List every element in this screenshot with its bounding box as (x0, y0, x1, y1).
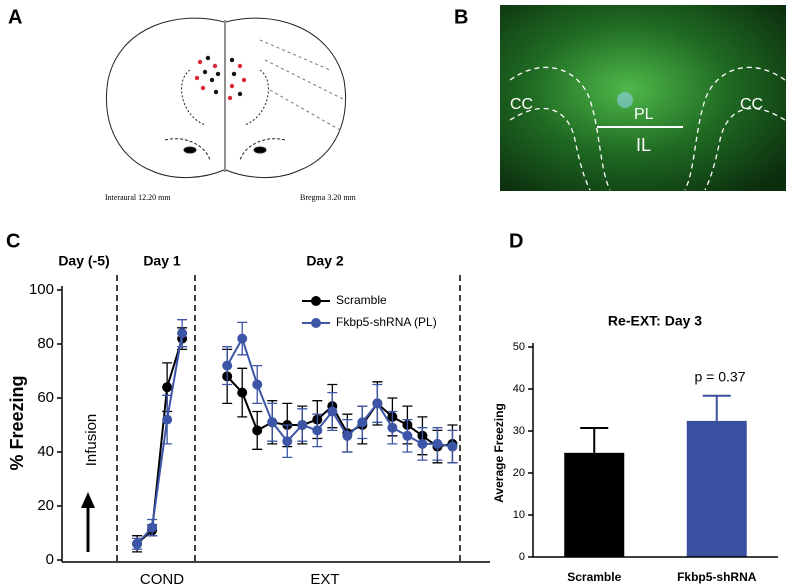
y-tick-label: 80 (37, 335, 54, 352)
data-point (267, 417, 278, 428)
panel-label: D (509, 230, 523, 252)
atlas-drawing (106, 17, 346, 179)
data-point (447, 441, 458, 452)
panel-label: B (454, 6, 468, 28)
y-tick-label: 10 (513, 509, 525, 521)
y-tick-label: 20 (37, 497, 54, 514)
phase-label: Day (-5) (58, 253, 109, 269)
bar (564, 452, 625, 557)
phase-label: Day 1 (143, 253, 181, 269)
legend-label: Scramble (336, 293, 387, 307)
caption: Interaural 12.20 mm (105, 193, 171, 202)
y-tick-label: 40 (37, 443, 54, 460)
y-tick-label: 20 (513, 467, 525, 479)
data-point (327, 406, 338, 417)
error-bar (702, 394, 731, 421)
series-line (136, 338, 453, 545)
error-bar (580, 427, 609, 453)
legend-label: Fkbp5-shRNA (PL) (336, 315, 437, 329)
region-label: IL (636, 135, 651, 155)
data-point (252, 379, 263, 390)
data-point (147, 522, 158, 533)
y-tick-label: 0 (519, 551, 525, 563)
region-outline (509, 66, 786, 191)
data-point (282, 436, 293, 447)
data-point (402, 430, 413, 441)
x-group-label: EXT (310, 571, 339, 588)
injection-sites (194, 55, 247, 101)
infusion-arrow (81, 492, 95, 552)
data-point (237, 387, 248, 398)
data-point (162, 414, 173, 425)
region-label: CC (740, 96, 763, 113)
data-point (417, 438, 428, 449)
infusion-label: Infusion (83, 414, 100, 467)
data-point (312, 425, 323, 436)
data-point (372, 398, 383, 409)
data-point (387, 422, 398, 433)
panel-label: A (8, 6, 22, 28)
bar (686, 420, 747, 557)
phase-divider (116, 275, 461, 562)
image-labels: CC PL IL CC (510, 96, 763, 155)
caption: Bregma 3.20 mm (300, 193, 357, 202)
y-tick-label: 100 (29, 281, 54, 298)
x-group-label: COND (140, 571, 184, 588)
y-tick-label: 30 (513, 425, 525, 437)
data-point (342, 430, 353, 441)
legend-marker (311, 296, 321, 306)
data-point (432, 438, 443, 449)
y-tick-label: 0 (46, 551, 54, 568)
y-axis-label: Average Freezing (492, 403, 506, 503)
micrograph (500, 5, 786, 191)
chart-title: Re-EXT: Day 3 (608, 313, 702, 329)
annotation: p = 0.37 (695, 369, 746, 385)
y-tick-label: 40 (513, 383, 525, 395)
x-tick-label: Scramble (567, 570, 621, 584)
y-axis-label: % Freezing (7, 375, 27, 470)
region-label: CC (510, 96, 533, 113)
data-point (297, 420, 308, 430)
panel-label: C (6, 230, 20, 252)
x-tick-label: Fkbp5-shRNA (677, 570, 757, 584)
data-point (252, 425, 263, 436)
data-point (357, 417, 368, 428)
y-tick-label: 50 (513, 341, 525, 353)
region-label: PL (634, 106, 654, 123)
legend-marker (311, 318, 321, 328)
data-point (132, 538, 143, 549)
data-point (177, 328, 188, 339)
data-point (222, 360, 233, 371)
series-line (136, 333, 453, 545)
data-point (237, 333, 248, 344)
data-point (162, 382, 173, 393)
phase-label: Day 2 (306, 253, 344, 269)
fluorescence (617, 92, 633, 108)
y-tick-label: 60 (37, 389, 54, 406)
